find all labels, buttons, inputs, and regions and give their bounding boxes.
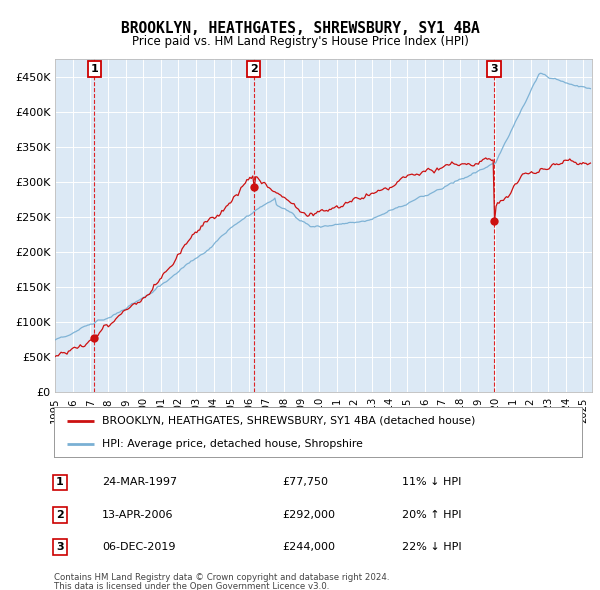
Text: 24-MAR-1997: 24-MAR-1997 bbox=[102, 477, 177, 487]
Text: BROOKLYN, HEATHGATES, SHREWSBURY, SY1 4BA: BROOKLYN, HEATHGATES, SHREWSBURY, SY1 4B… bbox=[121, 21, 479, 36]
Text: 13-APR-2006: 13-APR-2006 bbox=[102, 510, 173, 520]
Text: 2: 2 bbox=[56, 510, 64, 520]
Text: 06-DEC-2019: 06-DEC-2019 bbox=[102, 542, 176, 552]
Text: BROOKLYN, HEATHGATES, SHREWSBURY, SY1 4BA (detached house): BROOKLYN, HEATHGATES, SHREWSBURY, SY1 4B… bbox=[101, 415, 475, 425]
Text: 11% ↓ HPI: 11% ↓ HPI bbox=[402, 477, 461, 487]
Text: Contains HM Land Registry data © Crown copyright and database right 2024.: Contains HM Land Registry data © Crown c… bbox=[54, 573, 389, 582]
Text: Price paid vs. HM Land Registry's House Price Index (HPI): Price paid vs. HM Land Registry's House … bbox=[131, 35, 469, 48]
Text: 3: 3 bbox=[56, 542, 64, 552]
Text: This data is licensed under the Open Government Licence v3.0.: This data is licensed under the Open Gov… bbox=[54, 582, 329, 590]
Text: £292,000: £292,000 bbox=[282, 510, 335, 520]
Text: 20% ↑ HPI: 20% ↑ HPI bbox=[402, 510, 461, 520]
Text: 1: 1 bbox=[91, 64, 98, 74]
Text: 22% ↓ HPI: 22% ↓ HPI bbox=[402, 542, 461, 552]
Text: 1: 1 bbox=[56, 477, 64, 487]
Text: 3: 3 bbox=[490, 64, 498, 74]
Text: 2: 2 bbox=[250, 64, 257, 74]
Text: £77,750: £77,750 bbox=[282, 477, 328, 487]
Text: £244,000: £244,000 bbox=[282, 542, 335, 552]
Text: HPI: Average price, detached house, Shropshire: HPI: Average price, detached house, Shro… bbox=[101, 439, 362, 449]
